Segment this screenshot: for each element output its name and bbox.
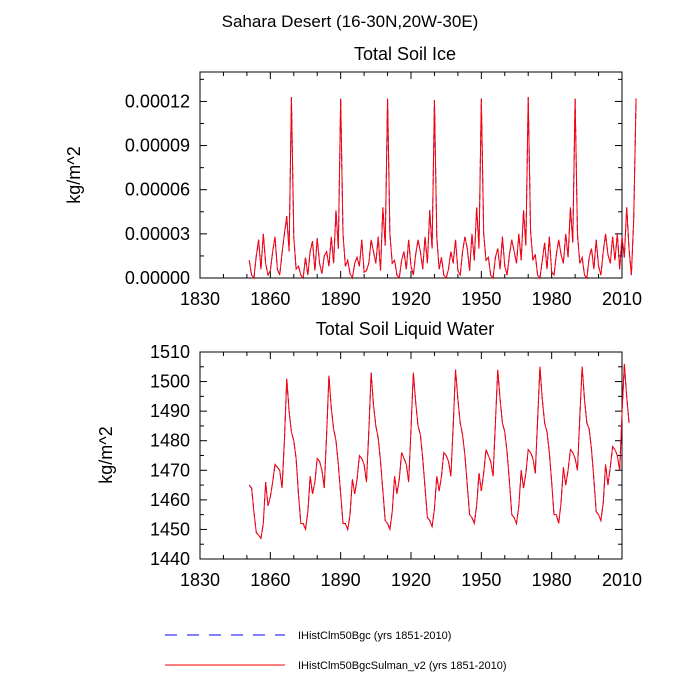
y-tick-label: 1500 <box>150 372 190 392</box>
x-tick-label: 1890 <box>321 289 361 309</box>
x-tick-label: 1920 <box>391 289 431 309</box>
x-tick-label: 1920 <box>391 570 431 590</box>
legend: IHistClm50Bgc (yrs 1851-2010) IHistClm50… <box>165 630 506 672</box>
x-tick-label: 2010 <box>602 289 642 309</box>
series-line-ihistclm50bgcsulman-v2 <box>248 97 637 280</box>
series-line-ihistclm50bgcsulman-v2 <box>248 363 630 540</box>
series-line-ihistclm50bgc <box>248 97 637 280</box>
plot-frame <box>199 71 623 279</box>
plot-frame <box>199 351 623 560</box>
y-tick-label: 0.00000 <box>125 268 190 288</box>
x-tick-label: 1950 <box>461 570 501 590</box>
y-tick-label: 1460 <box>150 490 190 510</box>
x-tick-label: 1980 <box>532 570 572 590</box>
x-tick-label: 1890 <box>321 570 361 590</box>
x-tick-label: 1830 <box>180 570 220 590</box>
x-tick-label: 1860 <box>250 570 290 590</box>
x-tick-label: 1830 <box>180 289 220 309</box>
x-tick-label: 1860 <box>250 289 290 309</box>
legend-entry-label: IHistClm50BgcSulman_v2 (yrs 1851-2010) <box>298 660 506 672</box>
y-tick-label: 1470 <box>150 460 190 480</box>
y-tick-label: 1490 <box>150 401 190 421</box>
y-tick-label: 0.00012 <box>125 91 190 111</box>
x-tick-label: 1950 <box>461 289 501 309</box>
y-tick-label: 1480 <box>150 431 190 451</box>
y-tick-label: 1440 <box>150 549 190 569</box>
legend-entry-label: IHistClm50Bgc (yrs 1851-2010) <box>298 630 451 642</box>
y-tick-label: 1450 <box>150 519 190 539</box>
y-tick-label: 0.00006 <box>125 180 190 200</box>
y-tick-label: 1510 <box>150 342 190 362</box>
y-axis-label: kg/m^2 <box>64 146 84 203</box>
y-tick-label: 0.00009 <box>125 136 190 156</box>
y-axis-label: kg/m^2 <box>96 426 116 483</box>
y-tick-label: 0.00003 <box>125 224 190 244</box>
panel-title: Total Soil Ice <box>354 44 456 64</box>
x-tick-label: 2010 <box>602 570 642 590</box>
panel-title: Total Soil Liquid Water <box>316 319 494 339</box>
panel-total-soil-liquid-water: Total Soil Liquid Water kg/m^2 1830 1860 1… <box>96 319 642 590</box>
x-tick-label: 1980 <box>532 289 572 309</box>
panel-total-soil-ice: Total Soil Ice kg/m^2 1830 1860 1890 1920 19… <box>64 44 642 309</box>
figure-title: Sahara Desert (16-30N,20W-30E) <box>222 12 479 31</box>
